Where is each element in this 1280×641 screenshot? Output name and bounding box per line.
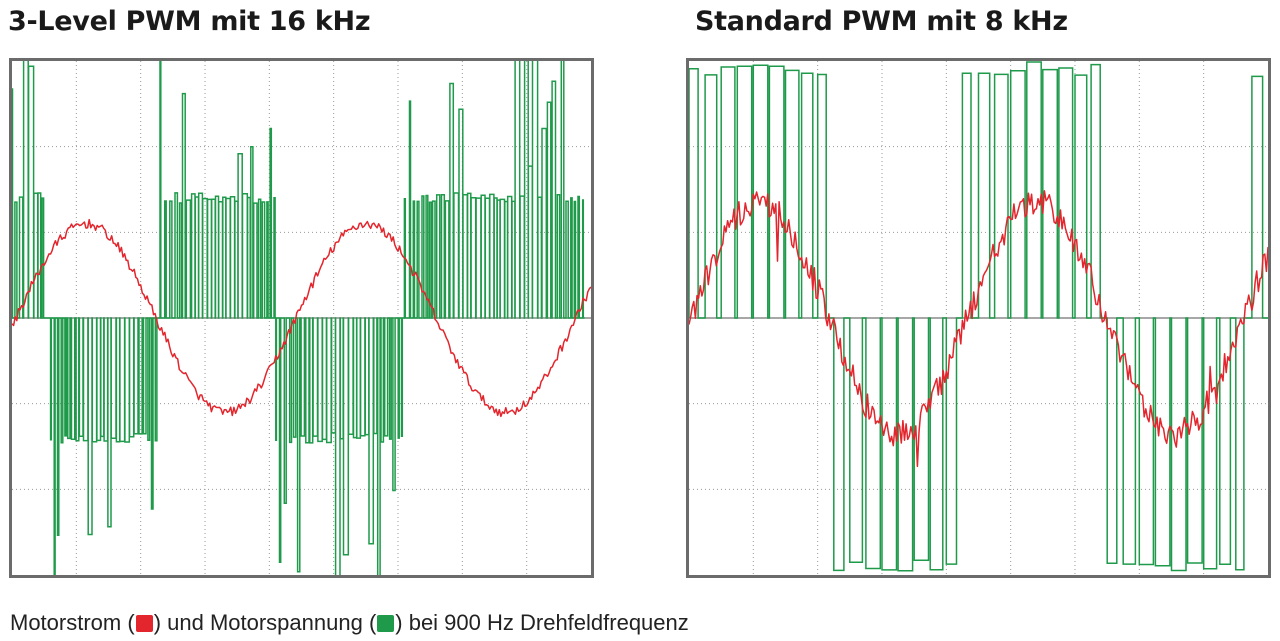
oscilloscope-plot-3level [9, 58, 594, 578]
chart-title-standard: Standard PWM mit 8 kHz [695, 6, 1068, 37]
figure-caption: Motorstrom ( ) und Motorspannung ( ) bei 9… [10, 610, 689, 636]
chart-title-3level: 3-Level PWM mit 16 kHz [8, 6, 371, 37]
voltage-color-swatch [377, 615, 395, 632]
motor-current-trace-standard [689, 190, 1268, 468]
plot-area-3level [12, 61, 591, 575]
caption-text-3: ) bei 900 Hz Drehfeldfrequenz [395, 610, 689, 635]
motor-voltage-trace-standard [689, 61, 1268, 572]
oscilloscope-plot-standard [686, 58, 1271, 578]
motor-voltage-trace-3level [12, 61, 585, 575]
caption-text-2: ) und Motorspannung ( [153, 610, 377, 635]
caption-text-1: Motorstrom ( [10, 610, 135, 635]
motor-current-trace-3level [12, 218, 591, 418]
plot-area-standard [689, 61, 1268, 575]
current-color-swatch [135, 615, 153, 632]
